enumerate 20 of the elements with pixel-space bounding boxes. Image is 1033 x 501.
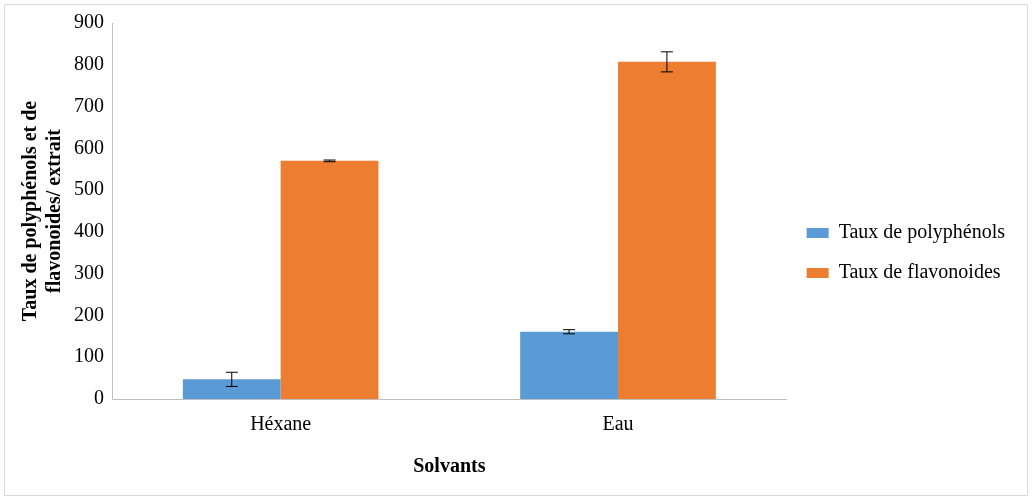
y-tick-label: 300 [74,260,104,283]
y-tick-label: 900 [74,10,104,33]
y-tick-label: 600 [74,135,104,158]
x-axis-title: Solvants [413,454,486,477]
bar [520,331,618,399]
bar [617,61,716,399]
legend-label: Taux de flavonoides [838,260,1001,283]
y-tick-label: 200 [74,302,104,325]
y-tick-label: 400 [74,219,104,242]
y-tick-label: 100 [74,344,104,367]
bar [182,379,281,399]
x-tick-label: Eau [602,412,634,435]
y-tick-label: 500 [74,177,104,200]
y-tick-label: 700 [74,93,104,116]
x-tick-label: Héxane [250,412,312,435]
bar [280,160,379,399]
y-tick-label: 800 [74,52,104,75]
legend-label: Taux de polyphénols [838,220,1006,244]
y-axis-title: Taux de polyphénols et de flavonoides/ extrait [18,100,65,322]
y-tick-label: 0 [94,386,104,409]
